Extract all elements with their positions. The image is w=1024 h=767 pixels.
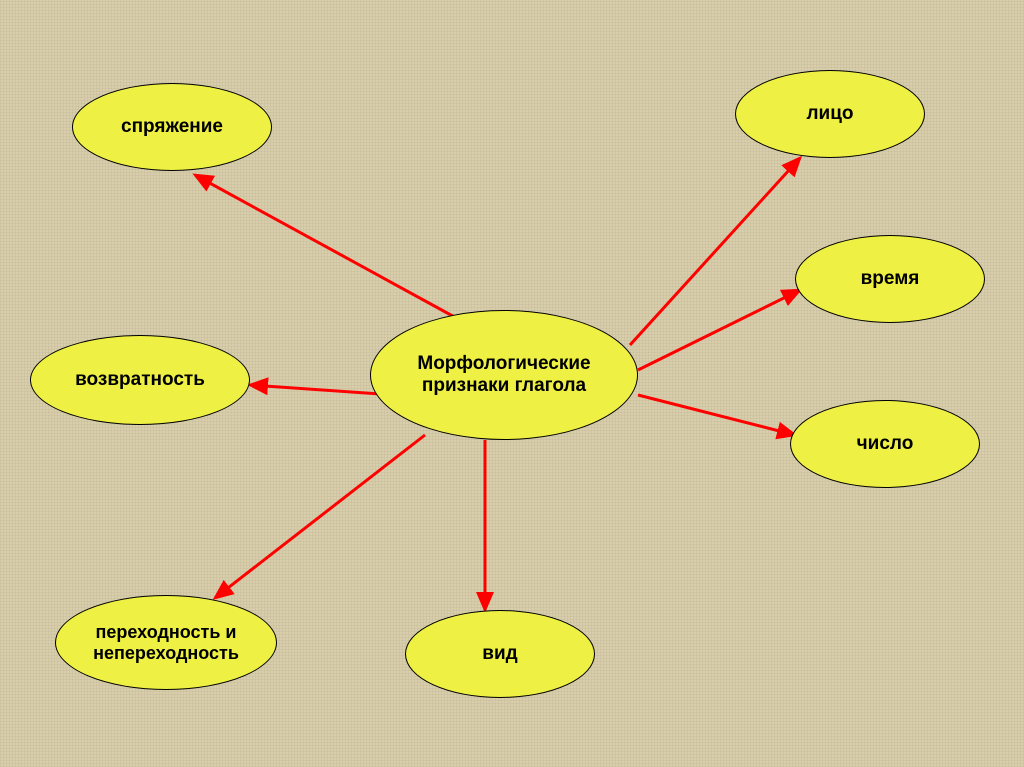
node-center: Морфологические признаки глагола (370, 310, 638, 440)
node-number: число (790, 400, 980, 488)
node-label: Морфологические признаки глагола (417, 353, 590, 397)
node-label: лицо (806, 103, 853, 125)
node-label: время (861, 268, 920, 290)
node-transitivity: переходность и непереходность (55, 595, 277, 690)
node-label: число (857, 433, 914, 455)
node-label: спряжение (121, 116, 223, 138)
node-conjugation: спряжение (72, 83, 272, 171)
node-tense: время (795, 235, 985, 323)
node-aspect: вид (405, 610, 595, 698)
node-reflexivity: возвратность (30, 335, 250, 425)
node-person: лицо (735, 70, 925, 158)
diagram-canvas: Морфологические признаки глагола спряжен… (0, 0, 1024, 767)
node-label: вид (482, 643, 517, 665)
node-label: переходность и непереходность (93, 622, 239, 663)
node-label: возвратность (75, 369, 205, 391)
